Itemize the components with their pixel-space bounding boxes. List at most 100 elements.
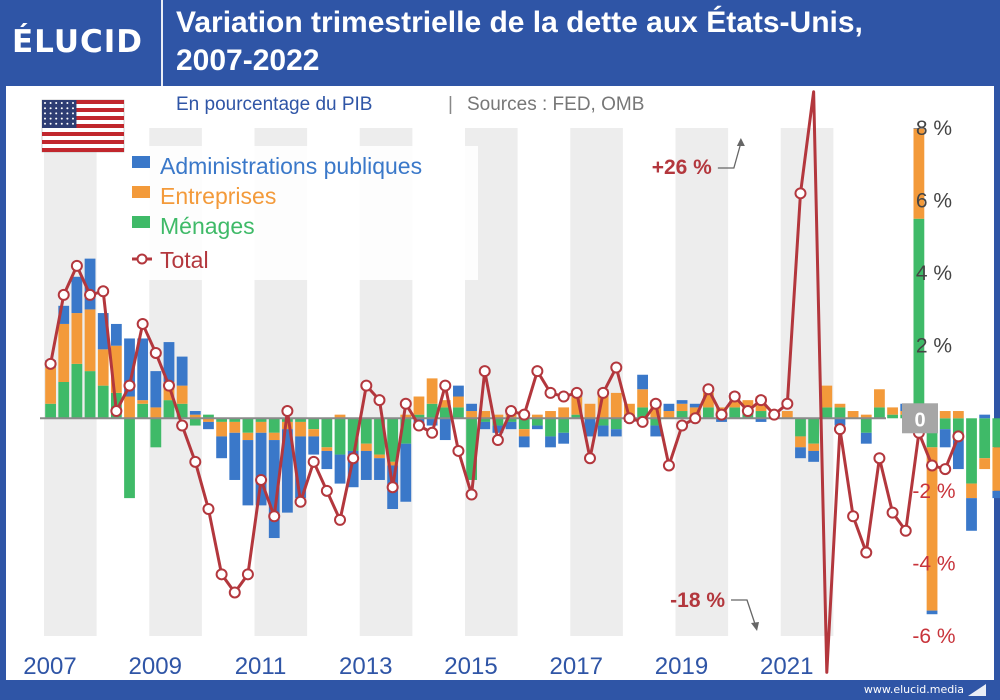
bar-entreprises <box>729 400 741 408</box>
bar-menages <box>492 418 504 426</box>
total-point <box>215 568 228 581</box>
bar-menages <box>413 414 425 419</box>
y-tick-label: 4 % <box>916 262 952 285</box>
chart-title-line2: 2007-2022 <box>176 44 320 77</box>
bar-administrations <box>808 450 820 462</box>
bar-entreprises <box>979 458 991 470</box>
bar-menages <box>453 407 464 419</box>
total-point <box>741 405 754 418</box>
bar-menages <box>321 418 333 448</box>
bar-administrations <box>334 454 346 484</box>
bar-administrations <box>795 447 806 459</box>
bar-entreprises <box>255 421 267 433</box>
bar-entreprises <box>531 414 543 419</box>
bar-administrations <box>518 436 530 448</box>
logo-separator <box>161 0 163 86</box>
bar-menages <box>571 414 583 419</box>
chart-title: Variation trimestrielle de la dette aux … <box>176 4 976 80</box>
bar-administrations <box>242 440 254 506</box>
total-point <box>518 408 531 421</box>
flag-star <box>66 112 69 115</box>
total-point <box>623 412 636 425</box>
bar-entreprises <box>189 414 201 419</box>
bar-administrations <box>979 414 991 419</box>
bar-administrations <box>597 425 609 437</box>
bar-menages <box>597 418 609 426</box>
bar-administrations <box>531 425 543 430</box>
total-point <box>334 513 347 526</box>
flag-star <box>72 107 74 110</box>
bar-menages <box>137 403 149 419</box>
total-point <box>426 426 439 439</box>
bar-menages <box>439 407 451 419</box>
year-band <box>675 128 729 636</box>
bar-administrations <box>374 458 385 480</box>
total-point <box>715 408 728 421</box>
bar-administrations <box>255 432 267 506</box>
bar-administrations <box>84 258 96 310</box>
total-point <box>794 187 807 200</box>
bar-administrations <box>505 421 517 430</box>
total-point <box>886 506 899 519</box>
bar-entreprises <box>426 378 438 404</box>
y-tick-label: 0 <box>914 409 925 431</box>
footer-url[interactable]: www.elucid.media <box>863 683 964 696</box>
bar-menages <box>268 418 280 433</box>
total-point <box>399 397 412 410</box>
flag-star <box>60 122 63 125</box>
bar-menages <box>84 371 96 419</box>
bar-administrations <box>939 429 951 448</box>
subtitle-main: En pourcentage du PIB <box>176 94 372 115</box>
total-point <box>768 408 781 421</box>
bar-entreprises <box>216 421 228 437</box>
bar-entreprises <box>439 400 451 408</box>
bar-menages <box>466 418 477 480</box>
total-point <box>636 415 649 428</box>
total-point <box>149 346 162 359</box>
flag-star <box>55 122 58 125</box>
bar-entreprises <box>492 414 504 419</box>
bar-entreprises <box>334 414 346 419</box>
total-point <box>597 386 610 399</box>
arrowhead-minus18 <box>751 622 760 631</box>
legend-label: Entreprises <box>160 183 276 209</box>
bar-administrations <box>203 421 214 430</box>
bar-administrations <box>676 400 688 404</box>
total-point <box>952 430 965 443</box>
arrow-minus18 <box>731 599 756 625</box>
total-point <box>860 546 873 559</box>
bar-entreprises <box>45 367 56 404</box>
bar-menages <box>255 418 267 422</box>
bar-entreprises <box>58 323 70 382</box>
flag-star <box>72 122 74 125</box>
bar-menages <box>545 418 556 437</box>
y-tick-label: -2 % <box>912 480 955 503</box>
bar-entreprises <box>268 432 280 441</box>
bar-entreprises <box>387 461 399 466</box>
x-tick-label: 2021 <box>760 653 813 680</box>
bar-entreprises <box>295 421 306 437</box>
bar-entreprises <box>400 414 412 419</box>
legend: Administrations publiques Entreprises Ména… <box>122 146 478 280</box>
bar-menages <box>360 418 372 444</box>
bar-administrations <box>755 418 767 422</box>
flag-star <box>44 117 46 120</box>
bar-menages <box>295 418 306 422</box>
legend-label: Total <box>160 247 209 273</box>
flag-star <box>66 122 69 125</box>
bar-administrations <box>229 432 241 480</box>
bar-entreprises <box>584 403 596 419</box>
bar-administrations <box>466 403 477 412</box>
bar-menages <box>702 407 714 419</box>
total-point <box>939 463 952 476</box>
bar-entreprises <box>374 454 385 459</box>
bar-menages <box>795 418 806 437</box>
total-point <box>84 288 97 301</box>
bar-entreprises <box>610 392 622 419</box>
arrow-plus26 <box>717 142 742 169</box>
bar-menages <box>505 418 517 422</box>
bar-administrations <box>689 403 701 408</box>
arrowhead-plus26 <box>736 138 745 146</box>
flag-star <box>66 107 69 110</box>
y-axis-ticks: 8 % 6 % 4 % 2 % 0 -2 % -4 % -6 % <box>902 117 956 648</box>
